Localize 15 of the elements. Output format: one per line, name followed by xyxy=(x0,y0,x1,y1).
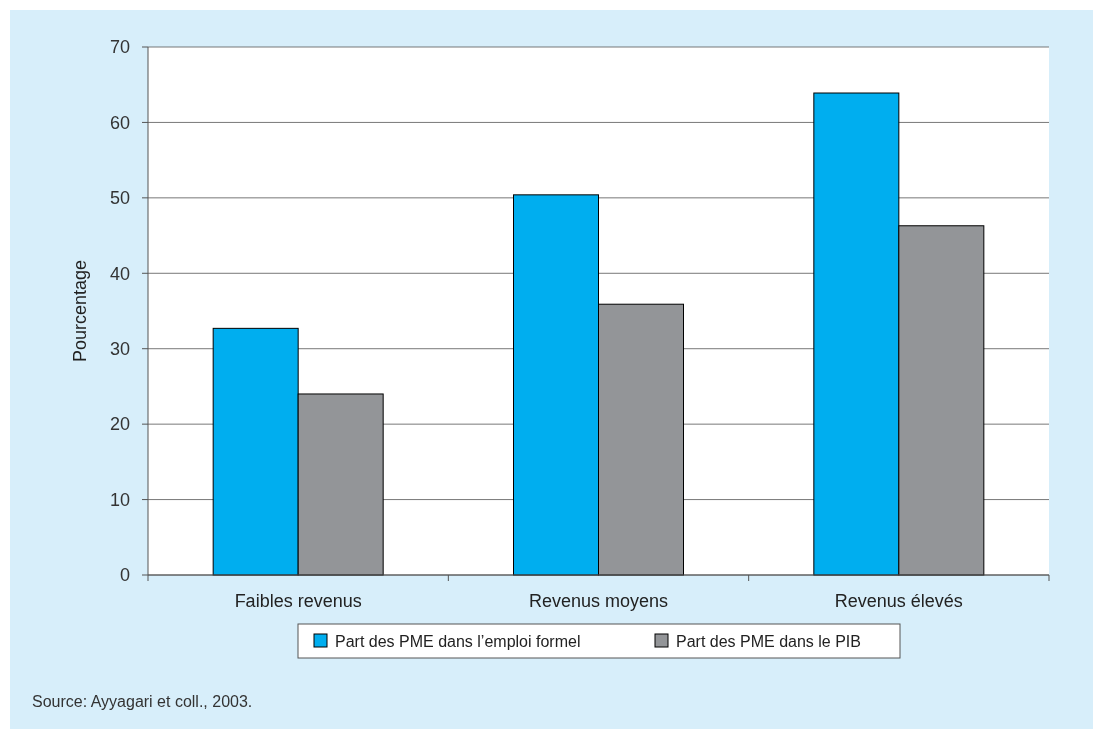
x-tick-label: Revenus élevés xyxy=(834,591,963,611)
legend-label: Part des PME dans le PIB xyxy=(676,632,861,650)
x-tick-label: Faibles revenus xyxy=(234,591,362,611)
x-tick-label: Revenus moyens xyxy=(528,591,669,611)
y-tick-label: 30 xyxy=(109,339,130,360)
source-note: Source: Ayyagari et coll., 2003. xyxy=(32,693,253,710)
y-tick-label: 10 xyxy=(109,489,130,510)
y-tick-label: 70 xyxy=(109,37,130,58)
y-tick-label: 40 xyxy=(109,263,130,284)
y-tick-label: 60 xyxy=(109,112,130,133)
y-tick-label: 0 xyxy=(119,565,130,586)
y-tick-label: 20 xyxy=(109,414,130,435)
y-tick-label: 50 xyxy=(109,188,130,209)
y-axis-title: Pourcentage xyxy=(70,259,90,363)
legend-label: Part des PME dans l’emploi formel xyxy=(335,632,581,650)
